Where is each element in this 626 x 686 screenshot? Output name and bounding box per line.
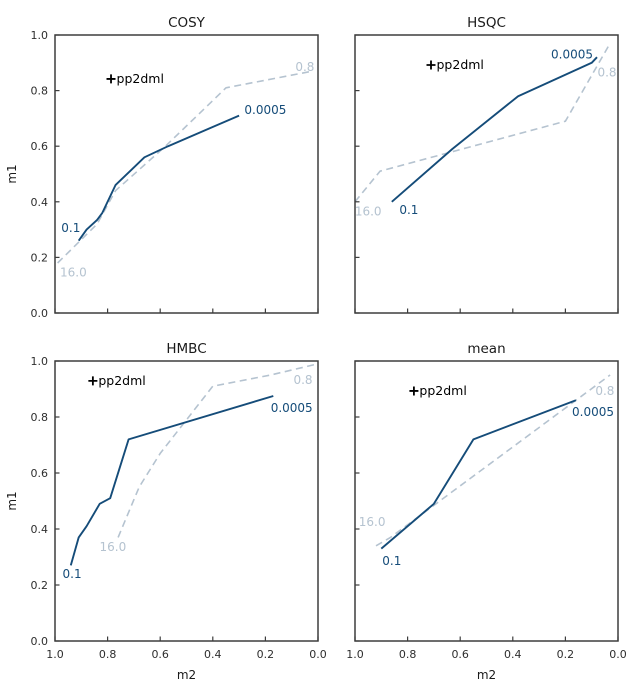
- y-tick-label: 1.0: [31, 29, 49, 42]
- y-tick-label: 0.2: [31, 251, 49, 264]
- dashed-line-label: 16.0: [60, 266, 87, 280]
- panel-COSY: COSY 16.0 0.8 0.1 0.0005 0.0 0.2 0.4 0.6 0.8 1.0 m1…: [5, 15, 319, 320]
- axes-frame: [54, 34, 319, 314]
- panel-title: HMBC: [166, 341, 206, 357]
- y-tick-label: 0.0: [31, 635, 49, 648]
- solid-line-curve: [77, 114, 240, 242]
- solid-line-curve: [391, 56, 598, 203]
- y-tick-label: 0.2: [31, 579, 49, 592]
- solid-line-label: 0.0005: [244, 103, 286, 117]
- x-axis-label: m2: [477, 668, 496, 682]
- dashed-line-label: 16.0: [359, 515, 386, 529]
- panel-mean: mean 16.0 0.8 0.1 0.0005 1.0 0.8 0.6 0.4 0.2 0.0 m2…: [346, 341, 626, 682]
- x-tick-label: 0.2: [257, 648, 275, 661]
- plus-marker-icon: [409, 386, 419, 396]
- x-tick-label: 0.6: [151, 648, 169, 661]
- marker-point-label: pp2dml: [117, 71, 164, 86]
- x-tick-label: 0.0: [309, 648, 327, 661]
- solid-line-curve: [69, 395, 274, 566]
- solid-line-label: 0.1: [63, 567, 82, 581]
- y-tick-label: 1.0: [31, 355, 49, 368]
- panel-title: mean: [467, 341, 505, 357]
- x-tick-label: 0.6: [451, 648, 469, 661]
- solid-line-label: 0.1: [61, 221, 80, 235]
- x-tick-label: 0.8: [399, 648, 417, 661]
- x-tick-label: 0.2: [557, 648, 575, 661]
- y-tick-label: 0.4: [31, 523, 49, 536]
- solid-line-label: 0.0005: [572, 405, 614, 419]
- solid-line-label: 0.0005: [551, 48, 593, 62]
- dashed-line-curve: [375, 374, 611, 547]
- solid-line-curve: [380, 399, 577, 550]
- dashed-line-curve: [354, 42, 611, 203]
- axes-frame: [354, 34, 619, 314]
- panel-title: HSQC: [467, 15, 506, 31]
- marker-point-label: pp2dml: [419, 383, 466, 398]
- panel-title: COSY: [168, 15, 206, 31]
- y-tick-label: 0.4: [31, 196, 49, 209]
- solid-line-label: 0.0005: [271, 401, 313, 415]
- dashed-line-label: 0.8: [597, 66, 616, 80]
- panel-HSQC: HSQC 16.0 0.8 0.1 0.0005 pp2dml: [354, 15, 619, 314]
- x-tick-label: 0.4: [204, 648, 222, 661]
- x-tick-label: 0.4: [504, 648, 522, 661]
- dashed-line-label: 16.0: [355, 205, 382, 219]
- solid-line-label: 0.1: [399, 203, 418, 217]
- dashed-line-label: 0.8: [293, 373, 312, 387]
- marker-point-label: pp2dml: [437, 57, 484, 72]
- solid-line-label: 0.1: [382, 554, 401, 568]
- dashed-line-label: 16.0: [100, 540, 127, 554]
- x-tick-label: 0.0: [609, 648, 626, 661]
- dashed-line-label: 0.8: [595, 384, 614, 398]
- y-tick-label: 0.0: [31, 307, 49, 320]
- dashed-line-curve: [117, 363, 319, 538]
- panel-HMBC: HMBC 16.0 0.8 0.1 0.0005 1.0 0.8 0.6 0.4 0.2 0.0 0.…: [5, 341, 327, 682]
- plus-marker-icon: [426, 60, 436, 70]
- x-tick-label: 1.0: [346, 648, 364, 661]
- y-tick-label: 0.6: [31, 467, 49, 480]
- dashed-line-label: 0.8: [295, 60, 314, 74]
- dashed-line-curve: [57, 70, 313, 264]
- plus-marker-icon: [88, 376, 98, 386]
- x-tick-label: 0.8: [99, 648, 117, 661]
- y-tick-label: 0.8: [31, 411, 49, 424]
- plus-marker-icon: [106, 74, 116, 84]
- axes-frame: [54, 360, 319, 642]
- y-tick-label: 0.8: [31, 85, 49, 98]
- y-tick-label: 0.6: [31, 140, 49, 153]
- x-tick-label: 1.0: [46, 648, 64, 661]
- x-axis-label: m2: [177, 668, 196, 682]
- axes-frame: [354, 360, 619, 642]
- y-axis-label: m1: [5, 491, 19, 510]
- y-axis-label: m1: [5, 164, 19, 183]
- marker-point-label: pp2dml: [98, 373, 145, 388]
